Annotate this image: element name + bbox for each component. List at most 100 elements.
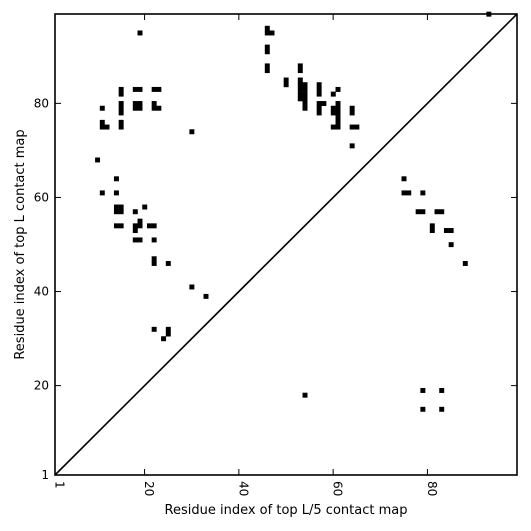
- contact-cell: [132, 101, 138, 107]
- contact-cell: [151, 326, 157, 332]
- contact-cell: [113, 204, 119, 210]
- contact-cell: [151, 86, 157, 92]
- contact-cell: [349, 110, 355, 116]
- contact-cell: [297, 77, 303, 83]
- contact-cell: [316, 82, 322, 88]
- contact-cell: [151, 101, 157, 107]
- contact-cell: [132, 237, 138, 243]
- contact-cell: [330, 91, 336, 97]
- contact-cell: [462, 260, 468, 266]
- contact-cell: [137, 101, 143, 107]
- y-tick-label: 60: [34, 190, 49, 204]
- contact-cell: [297, 82, 303, 88]
- contact-cell: [137, 30, 143, 36]
- contact-cell: [420, 406, 426, 412]
- x-tick-label: 80: [425, 481, 439, 496]
- contact-cell: [118, 110, 124, 116]
- contact-cell: [264, 44, 270, 50]
- contact-cell: [420, 209, 426, 215]
- contact-cell: [264, 68, 270, 74]
- contact-cell: [297, 63, 303, 69]
- contact-cell: [151, 260, 157, 266]
- contact-cell: [283, 82, 289, 88]
- contact-cell: [420, 387, 426, 393]
- contact-cell: [302, 96, 308, 102]
- contact-cell: [335, 115, 341, 121]
- contact-cell: [330, 105, 336, 111]
- contact-cell: [95, 157, 101, 163]
- contact-cell: [401, 190, 407, 196]
- contact-cell: [349, 105, 355, 111]
- contact-cell: [335, 124, 341, 130]
- contact-cell: [415, 209, 421, 215]
- contact-cell: [118, 105, 124, 111]
- contact-cell: [406, 190, 412, 196]
- contact-cell: [434, 209, 440, 215]
- contact-cell: [264, 63, 270, 69]
- y-tick-label: 80: [34, 96, 49, 110]
- contact-cell: [132, 105, 138, 111]
- contact-cell: [264, 30, 270, 36]
- contact-cell: [118, 101, 124, 107]
- contact-cell: [302, 392, 308, 398]
- contact-cell: [330, 124, 336, 130]
- contact-cell: [316, 86, 322, 92]
- contact-cell: [443, 228, 449, 234]
- contact-cell: [302, 101, 308, 107]
- contact-cell: [151, 256, 157, 262]
- contact-cell: [165, 331, 171, 337]
- contact-cell: [113, 190, 119, 196]
- contact-cell: [151, 105, 157, 111]
- contact-cell: [165, 260, 171, 266]
- contact-cell: [316, 110, 322, 116]
- contact-cells: [95, 11, 492, 412]
- x-tick-label: 1: [53, 481, 67, 489]
- contact-cell: [316, 105, 322, 111]
- contact-cell: [302, 86, 308, 92]
- contact-cell: [264, 49, 270, 55]
- plot-frame: [54, 13, 518, 476]
- contact-cell: [118, 86, 124, 92]
- contact-cell: [264, 25, 270, 31]
- contact-cell: [151, 223, 157, 229]
- contact-cell: [189, 284, 195, 290]
- y-axis-title: Residue index of top L contact map: [13, 129, 28, 359]
- contact-cell: [156, 105, 162, 111]
- contact-cell: [203, 293, 209, 299]
- contact-cell: [99, 124, 105, 130]
- contact-cell: [132, 209, 138, 215]
- contact-cell: [137, 218, 143, 224]
- axis-ticks: 1 20 40 60 80 1 20 40 60 80: [34, 14, 517, 496]
- contact-cell: [448, 228, 454, 234]
- contact-cell: [448, 242, 454, 248]
- contact-cell: [302, 105, 308, 111]
- contact-cell: [104, 124, 110, 130]
- contact-cell: [297, 91, 303, 97]
- y-tick-label: 1: [41, 468, 49, 482]
- contact-cell: [118, 223, 124, 229]
- contact-cell: [316, 101, 322, 107]
- contact-cell: [401, 176, 407, 182]
- contact-cell: [335, 86, 341, 92]
- x-tick-label: 20: [142, 481, 156, 496]
- y-tick-label: 20: [34, 379, 49, 393]
- contact-cell: [137, 237, 143, 243]
- contact-cell: [420, 190, 426, 196]
- contact-cell: [113, 223, 119, 229]
- contact-cell: [113, 176, 119, 182]
- contact-cell: [165, 326, 171, 332]
- contact-cell: [316, 91, 322, 97]
- contact-cell: [137, 223, 143, 229]
- contact-cell: [439, 387, 445, 393]
- contact-cell: [99, 105, 105, 111]
- contact-cell: [335, 110, 341, 116]
- contact-cell: [349, 124, 355, 130]
- x-tick-label: 40: [236, 481, 250, 496]
- contact-cell: [113, 209, 119, 215]
- contact-cell: [132, 223, 138, 229]
- x-axis-title: Residue index of top L/5 contact map: [165, 503, 408, 518]
- contact-cell: [146, 223, 152, 229]
- contact-cell: [156, 86, 162, 92]
- contact-cell: [118, 204, 124, 210]
